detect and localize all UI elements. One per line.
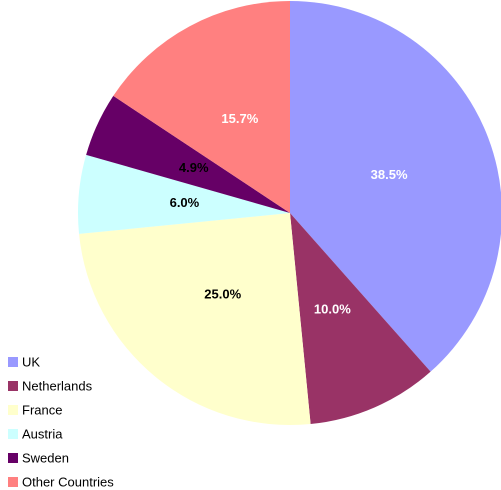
legend-swatch: [8, 405, 18, 415]
slice-label: 38.5%: [371, 167, 408, 182]
legend-swatch: [8, 357, 18, 367]
legend-label: Austria: [22, 426, 63, 441]
legend-swatch: [8, 381, 18, 391]
legend-swatch: [8, 477, 18, 487]
legend-label: Sweden: [22, 450, 69, 465]
pie-slice: [290, 213, 431, 424]
pie-slice: [290, 1, 501, 372]
slice-label: 15.7%: [221, 111, 258, 126]
legend-label: France: [22, 402, 62, 417]
slice-label: 6.0%: [170, 195, 200, 210]
pie-slice: [78, 154, 291, 234]
pie-slice: [79, 213, 311, 426]
slice-label: 25.0%: [204, 286, 241, 301]
legend-label: Netherlands: [22, 378, 93, 393]
legend-swatch: [8, 429, 18, 439]
pie-slice: [86, 95, 291, 213]
slice-label: 4.9%: [179, 160, 209, 175]
slice-label: 10.0%: [314, 302, 351, 317]
legend-swatch: [8, 453, 18, 463]
legend-label: Other Countries: [22, 474, 114, 489]
pie-slice: [113, 1, 290, 213]
legend-label: UK: [22, 354, 40, 369]
